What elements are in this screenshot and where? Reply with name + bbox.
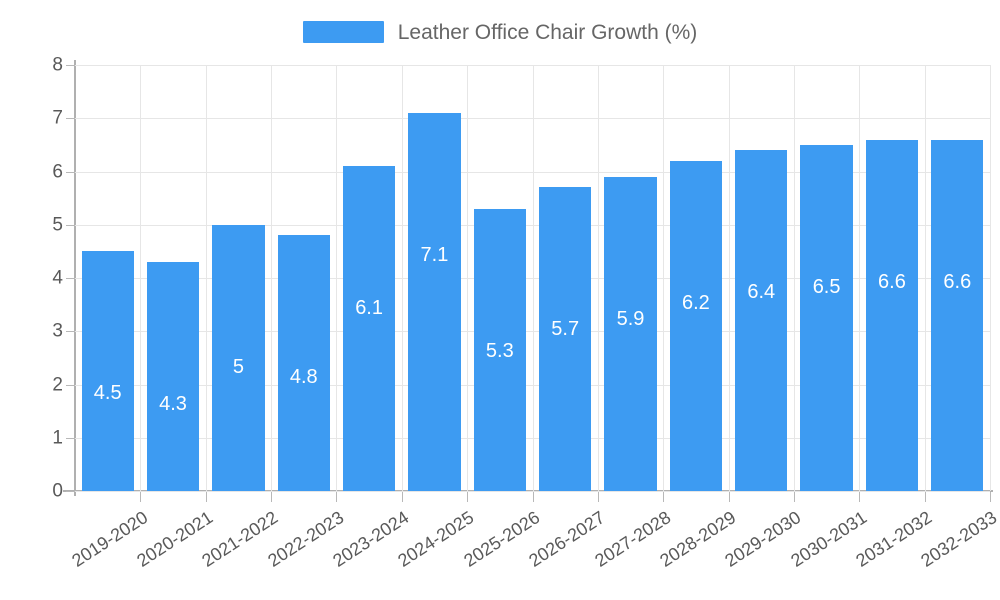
gridline-horizontal [75, 491, 990, 492]
y-axis-tick-mark [66, 118, 75, 120]
y-axis-tick-label: 7 [52, 107, 63, 129]
gridline-vertical [925, 65, 926, 491]
gridline-vertical [206, 65, 207, 491]
bar-value-label: 7.1 [420, 243, 449, 266]
bar[interactable]: 4.8 [277, 235, 330, 491]
bar[interactable]: 6.6 [865, 139, 919, 491]
gridline-horizontal [75, 278, 990, 279]
bar[interactable]: 6.4 [735, 150, 788, 491]
bar[interactable]: 5 [212, 224, 265, 491]
bar-value-label: 5.9 [616, 307, 645, 330]
gridline-horizontal [75, 118, 990, 120]
bar-value-label: 6.2 [681, 291, 710, 314]
bar-value-label: 4.5 [93, 382, 122, 405]
bar-value-label: 6.6 [943, 270, 972, 293]
y-axis-tick-mark [66, 171, 75, 173]
gridline-vertical [598, 65, 599, 491]
bar-value-label: 6.6 [878, 270, 906, 293]
x-axis-tick-mark [206, 492, 207, 502]
bar[interactable]: 5.9 [604, 176, 657, 491]
y-axis-tick-label: 3 [52, 320, 63, 342]
bar-value-label: 5 [232, 355, 244, 378]
y-axis-tick-label: 1 [52, 427, 63, 449]
gridline-horizontal [75, 224, 990, 226]
bar-value-label: 5.7 [551, 318, 580, 341]
gridline-vertical [663, 65, 664, 491]
x-axis-tick-mark [729, 492, 730, 502]
x-axis-tick-mark [271, 492, 272, 502]
x-axis-tick-mark [598, 492, 599, 502]
y-axis-tick-label: 8 [52, 54, 63, 76]
bar[interactable]: 5.7 [539, 187, 592, 491]
gridline-horizontal [75, 171, 990, 173]
y-axis-tick-label: 6 [52, 161, 63, 182]
legend-color-swatch [302, 21, 384, 43]
x-axis-tick-mark [663, 492, 664, 502]
y-axis-tick-mark [66, 278, 75, 279]
gridline-vertical [140, 65, 141, 491]
x-axis-tick-mark [140, 492, 141, 502]
y-axis-tick-label: 4 [52, 267, 63, 289]
gridline-vertical [533, 65, 534, 491]
y-axis-tick-mark [66, 384, 75, 386]
gridline-horizontal [75, 384, 990, 386]
gridline-vertical [794, 65, 795, 491]
gridline-horizontal [75, 437, 990, 439]
gridline-vertical [467, 65, 468, 491]
y-axis-tick-mark [66, 65, 75, 66]
bar-value-label: 6.5 [812, 275, 841, 298]
bar[interactable]: 4.3 [146, 262, 200, 491]
x-axis-tick-mark [925, 492, 926, 502]
gridline-vertical [336, 65, 337, 491]
y-axis-tick-mark [66, 224, 75, 226]
gridline-vertical [990, 65, 991, 491]
y-axis-tick-mark [66, 331, 75, 333]
bar[interactable]: 6.5 [800, 144, 853, 491]
gridline-vertical [271, 65, 272, 491]
y-axis-tick-label: 2 [52, 374, 63, 395]
legend-label: Leather Office Chair Growth (%) [397, 20, 698, 44]
gridline-vertical [859, 65, 860, 491]
bar[interactable]: 6.2 [669, 160, 723, 491]
x-axis-tick-mark [794, 492, 795, 502]
y-axis-labels: 0 1 2 3 4 5 6 7 8 [0, 0, 63, 600]
gridline-horizontal [75, 331, 990, 333]
x-axis-tick-mark [467, 492, 468, 502]
bar[interactable]: 4.5 [81, 251, 134, 491]
x-axis-tick-mark [402, 492, 403, 502]
gridline-vertical [402, 65, 403, 491]
plot-area: 4.5 4.3 5 4.8 6.1 7.1 5.3 5.7 5.9 6.2 6.4 6.5 6.6 6.6 [75, 65, 991, 492]
gridline-vertical [729, 65, 730, 491]
bar-value-label: 4.8 [289, 366, 318, 389]
y-axis-tick-mark [66, 491, 75, 492]
bar[interactable]: 6.1 [342, 166, 396, 491]
bar-value-label: 4.3 [159, 393, 187, 416]
gridline-horizontal [75, 65, 990, 66]
bar-value-label: 5.3 [485, 339, 514, 362]
x-axis-tick-mark [533, 492, 534, 502]
x-axis-tick-mark [336, 492, 337, 502]
chart-legend: Leather Office Chair Growth (%) [0, 14, 1000, 50]
y-axis-tick-label: 0 [52, 480, 63, 502]
bar[interactable]: 7.1 [408, 112, 461, 491]
bar-value-label: 6.1 [355, 297, 383, 320]
x-axis-tick-mark [990, 492, 991, 502]
x-axis-tick-mark [859, 492, 860, 502]
y-axis-tick-label: 5 [52, 214, 63, 236]
bar[interactable]: 6.6 [931, 139, 984, 491]
bar-value-label: 6.4 [747, 281, 776, 304]
bar[interactable]: 5.3 [473, 208, 526, 491]
y-axis-tick-mark [66, 437, 75, 439]
